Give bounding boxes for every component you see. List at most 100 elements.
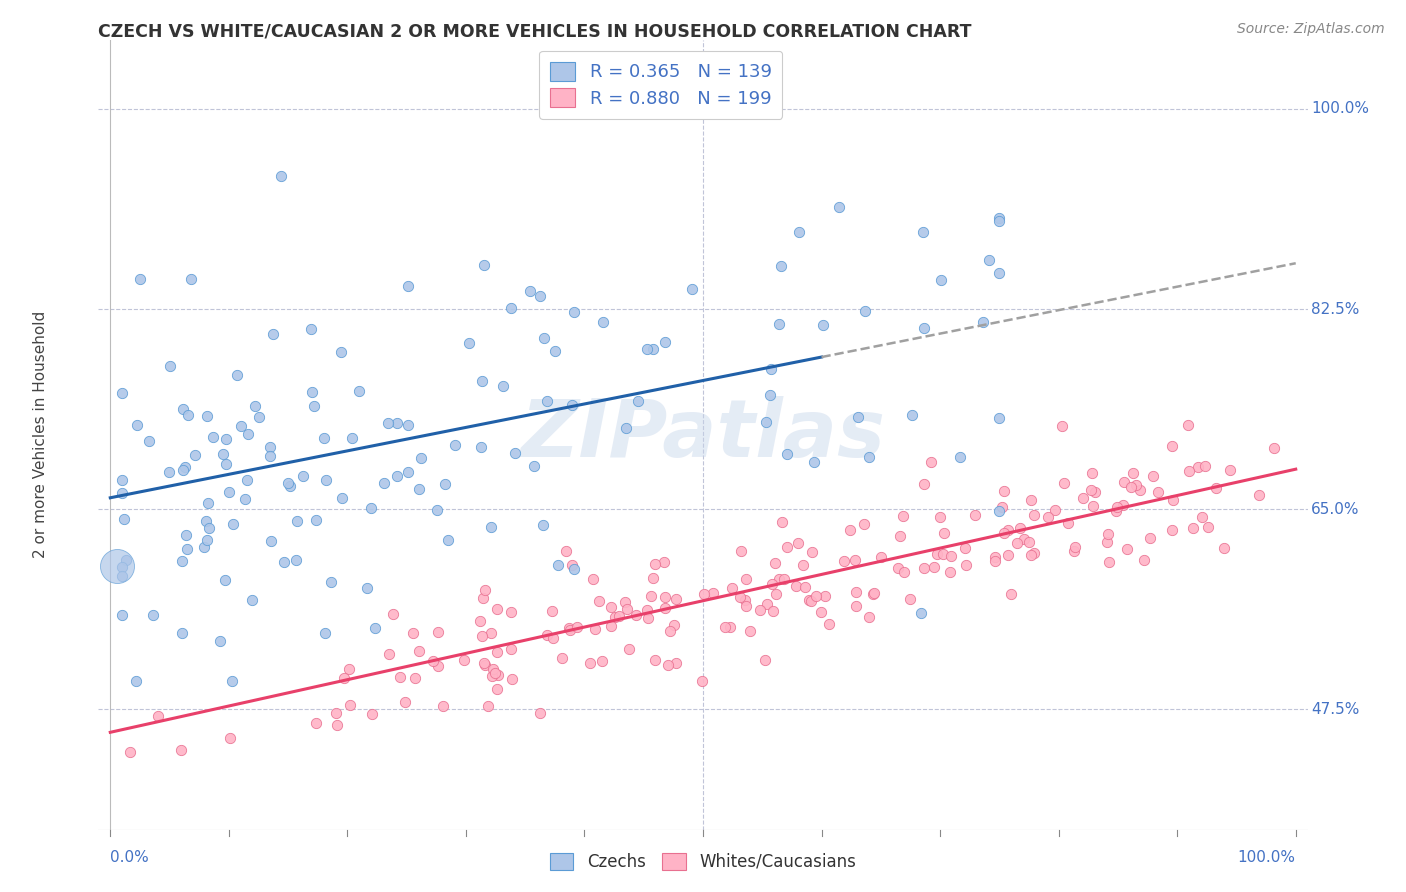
Point xyxy=(846,409,869,424)
Point xyxy=(529,289,551,303)
Point xyxy=(993,484,1015,499)
Point xyxy=(891,508,914,523)
Point xyxy=(1098,555,1121,569)
Point xyxy=(477,699,499,714)
Point xyxy=(755,415,778,429)
Point xyxy=(172,554,194,568)
Point xyxy=(176,541,198,556)
Text: 100.0%: 100.0% xyxy=(1312,102,1369,116)
Legend: R = 0.365   N = 139, R = 0.880   N = 199: R = 0.365 N = 139, R = 0.880 N = 199 xyxy=(538,51,782,119)
Point xyxy=(1249,488,1271,502)
Point xyxy=(1163,493,1185,508)
Point xyxy=(501,673,523,687)
Point xyxy=(702,586,724,600)
Point xyxy=(965,508,987,522)
Point xyxy=(1038,510,1060,524)
Point xyxy=(955,541,977,556)
Point xyxy=(301,384,323,399)
Point xyxy=(499,301,522,315)
Point xyxy=(728,591,751,605)
Point xyxy=(326,718,349,732)
Point xyxy=(111,569,134,583)
Point xyxy=(1197,520,1219,534)
Point xyxy=(1052,418,1074,433)
Text: ZIPatlas: ZIPatlas xyxy=(520,396,886,474)
Point xyxy=(533,330,555,344)
Point xyxy=(211,447,233,461)
Point xyxy=(339,698,361,713)
Point xyxy=(1187,460,1209,475)
Point xyxy=(285,514,308,528)
Point xyxy=(758,388,780,402)
Point xyxy=(1063,543,1085,558)
Point xyxy=(1112,498,1135,512)
Point xyxy=(330,491,353,505)
Point xyxy=(654,591,676,605)
Point xyxy=(170,626,193,640)
Point xyxy=(302,399,325,413)
Point xyxy=(761,576,783,591)
Point xyxy=(1081,467,1104,481)
Point xyxy=(270,169,292,184)
Point xyxy=(214,573,236,587)
Point xyxy=(363,620,385,634)
Text: 2 or more Vehicles in Household: 2 or more Vehicles in Household xyxy=(32,311,48,558)
Point xyxy=(561,398,583,412)
Point xyxy=(544,343,567,358)
Point xyxy=(770,260,793,274)
Point xyxy=(858,450,880,464)
Point xyxy=(721,581,744,595)
Point xyxy=(955,558,977,572)
Point xyxy=(893,565,915,579)
Point xyxy=(910,606,932,620)
Point xyxy=(551,651,574,665)
Point xyxy=(1064,541,1087,555)
Point xyxy=(342,431,364,445)
Text: 100.0%: 100.0% xyxy=(1237,850,1296,865)
Point xyxy=(600,619,623,633)
Point xyxy=(262,326,284,341)
Point xyxy=(1021,492,1043,507)
Point xyxy=(927,548,949,562)
Point xyxy=(531,517,554,532)
Text: Source: ZipAtlas.com: Source: ZipAtlas.com xyxy=(1237,22,1385,37)
Text: 0.0%: 0.0% xyxy=(110,850,149,865)
Point xyxy=(105,559,128,574)
Point xyxy=(845,585,868,599)
Point xyxy=(607,608,630,623)
Point xyxy=(485,681,508,696)
Point xyxy=(1095,535,1118,549)
Point xyxy=(221,516,243,531)
Point xyxy=(523,458,546,473)
Point xyxy=(337,662,360,676)
Point xyxy=(1129,483,1152,498)
Point xyxy=(474,583,496,598)
Point xyxy=(644,653,666,667)
Point xyxy=(259,440,281,454)
Point xyxy=(657,657,679,672)
Point xyxy=(197,496,219,510)
Point xyxy=(474,658,496,673)
Point xyxy=(408,482,430,496)
Point xyxy=(997,548,1019,562)
Point xyxy=(377,417,399,431)
Point xyxy=(1177,418,1199,433)
Point xyxy=(990,500,1012,515)
Point xyxy=(912,320,935,334)
Point xyxy=(768,572,790,586)
Point xyxy=(426,503,449,517)
Point xyxy=(426,624,449,639)
Point xyxy=(1081,499,1104,513)
Point xyxy=(1191,509,1213,524)
Point xyxy=(174,460,197,475)
Point xyxy=(637,611,659,625)
Point xyxy=(541,632,564,646)
Point xyxy=(1043,502,1066,516)
Point xyxy=(1112,475,1135,489)
Point xyxy=(218,485,240,500)
Point xyxy=(931,273,953,287)
Point xyxy=(640,589,662,603)
Point xyxy=(1097,526,1119,541)
Point xyxy=(128,272,150,286)
Point xyxy=(1122,467,1144,481)
